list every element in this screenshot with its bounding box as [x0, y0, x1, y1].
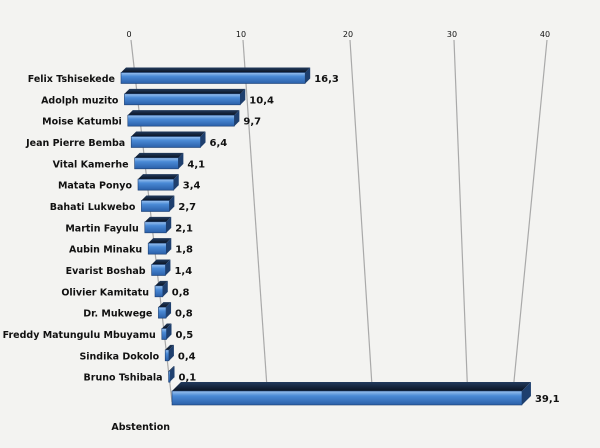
category-label-evarist-boshab: Evarist Boshab	[66, 266, 146, 277]
bar-jean-pierre-bemba	[130, 136, 201, 148]
value-label-matata-ponyo: 3,4	[183, 181, 201, 192]
tick-label-20: 20	[343, 30, 353, 39]
bar-side-martin-fayulu	[166, 216, 172, 233]
value-label-dr-mukwege: 0,8	[175, 309, 193, 320]
bar-top-felix-tshisekede	[121, 67, 311, 73]
bar-top-dr-mukwege	[158, 302, 172, 308]
category-label-sindika-dokolo: Sindika Dokolo	[79, 351, 159, 362]
category-label-jean-pierre-bemba: Jean Pierre Bemba	[25, 138, 125, 149]
gridline-20	[349, 39, 374, 403]
bar-top-bruno-tshibala	[168, 366, 175, 372]
bar-bruno-tshibala	[168, 370, 171, 383]
bar-side-abstention	[521, 382, 531, 405]
value-label-adolph-muzito: 10,4	[249, 95, 274, 106]
tick-label-10: 10	[236, 30, 246, 39]
bar-side-olivier-kamitatu	[162, 280, 168, 297]
value-label-sindika-dokolo: 0,4	[178, 351, 196, 362]
category-label-vital-kamerhe: Vital Kamerhe	[53, 159, 129, 170]
bar-top-martin-fayulu	[144, 216, 172, 222]
value-label-felix-tshisekede: 16,3	[314, 74, 339, 85]
category-label-bruno-tshibala: Bruno Tshibala	[84, 373, 163, 384]
tick-label-0: 0	[126, 30, 131, 39]
category-label-bahati-lukwebo: Bahati Lukwebo	[50, 202, 136, 213]
value-labels: 16,3 10,4 9,7 6,4 4,1 3,4 2,7 2,1 1,8 1,4 0,8 0,8 0,…	[172, 74, 560, 405]
bar-evarist-boshab	[151, 264, 166, 276]
bar-vital-kamerhe	[134, 157, 179, 170]
bar-moise-katumbi	[127, 114, 235, 127]
bar-side-evarist-boshab	[165, 259, 171, 276]
value-label-freddy-matungulu-mbuyamu: 0,5	[176, 330, 194, 341]
bar-top-abstention	[172, 382, 531, 391]
value-label-abstention: 39,1	[535, 394, 560, 405]
bar-side-bahati-lukwebo	[169, 195, 175, 212]
category-label-felix-tshisekede: Felix Tshisekede	[28, 74, 115, 85]
category-label-aubin-minaku: Aubin Minaku	[69, 245, 142, 256]
bars	[120, 67, 531, 406]
tick-labels: 0 10 20 30 40	[126, 30, 550, 39]
bar-aubin-minaku	[147, 242, 167, 255]
bar-top-vital-kamerhe	[134, 152, 184, 158]
value-label-martin-fayulu: 2,1	[175, 223, 193, 234]
tick-label-30: 30	[447, 30, 457, 39]
bar-freddy-matungulu-mbuyamu	[161, 328, 167, 340]
bar-side-jean-pierre-bemba	[200, 131, 206, 148]
category-label-olivier-kamitatu: Olivier Kamitatu	[61, 287, 149, 298]
value-label-moise-katumbi: 9,7	[243, 117, 261, 128]
bar-top-olivier-kamitatu	[155, 280, 168, 286]
category-label-martin-fayulu: Martin Fayulu	[65, 223, 138, 234]
category-label-moise-katumbi: Moise Katumbi	[42, 117, 122, 128]
category-label-matata-ponyo: Matata Ponyo	[58, 181, 133, 192]
bar-adolph-muzito	[124, 93, 241, 106]
bar-top-matata-ponyo	[138, 174, 179, 180]
bar-top-freddy-matungulu-mbuyamu	[161, 323, 172, 329]
gridline-40	[511, 39, 548, 403]
bar-side-sindika-dokolo	[168, 344, 174, 361]
category-labels: Felix Tshisekede Adolph muzito Moise Katum…	[3, 74, 171, 433]
category-label-abstention: Abstention	[111, 422, 170, 433]
bar-side-aubin-minaku	[166, 238, 172, 255]
bar-side-moise-katumbi	[234, 110, 240, 127]
category-label-dr-mukwege: Dr. Mukwege	[83, 309, 152, 320]
gridline-30	[453, 39, 469, 403]
bar-side-dr-mukwege	[166, 302, 172, 319]
tick-label-40: 40	[540, 30, 550, 39]
bar-top-evarist-boshab	[151, 259, 171, 265]
value-label-olivier-kamitatu: 0,8	[172, 287, 190, 298]
value-label-jean-pierre-bemba: 6,4	[210, 138, 228, 149]
bar-top-jean-pierre-bemba	[131, 131, 206, 137]
value-label-evarist-boshab: 1,4	[174, 266, 192, 277]
category-label-adolph-muzito: Adolph muzito	[41, 95, 119, 106]
bar-top-aubin-minaku	[148, 238, 172, 244]
value-label-bruno-tshibala: 0,1	[179, 373, 197, 384]
category-label-freddy-matungulu-mbuyamu: Freddy Matungulu Mbuyamu	[3, 330, 156, 341]
bar-abstention	[171, 390, 523, 406]
bar-side-bruno-tshibala	[169, 366, 175, 383]
bar-olivier-kamitatu	[154, 285, 164, 298]
bar-side-matata-ponyo	[173, 174, 179, 191]
bar-side-felix-tshisekede	[305, 67, 311, 84]
bar-top-adolph-muzito	[124, 88, 246, 94]
bar-side-freddy-matungulu-mbuyamu	[166, 323, 172, 340]
bar-top-bahati-lukwebo	[141, 195, 175, 201]
bar-martin-fayulu	[144, 221, 167, 234]
bar-matata-ponyo	[137, 178, 175, 191]
bar-sindika-dokolo	[164, 349, 170, 362]
bar-top-sindika-dokolo	[165, 344, 174, 350]
bar-dr-mukwege	[158, 306, 167, 319]
gridline-10	[242, 39, 269, 403]
bar-felix-tshisekede	[120, 72, 306, 84]
value-label-aubin-minaku: 1,8	[175, 245, 193, 256]
value-label-vital-kamerhe: 4,1	[187, 159, 205, 170]
value-label-bahati-lukwebo: 2,7	[178, 202, 196, 213]
bar-side-vital-kamerhe	[178, 152, 184, 169]
bar-side-adolph-muzito	[240, 88, 246, 105]
bar-top-moise-katumbi	[127, 110, 240, 116]
bar-bahati-lukwebo	[141, 200, 170, 212]
